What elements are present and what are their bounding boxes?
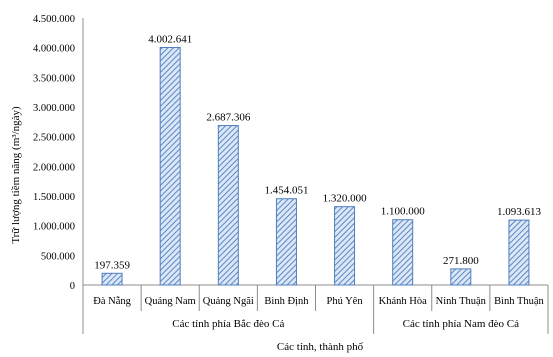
y-tick-label: 500.000 [41,251,75,262]
y-tick-label: 3.000.000 [33,103,75,114]
group-label: Các tỉnh phía Bắc đèo Cả [172,318,284,330]
category-label: Bình Thuận [494,296,544,307]
data-label: 4.002.641 [148,34,192,46]
y-tick-label: 1.500.000 [33,192,75,203]
bar [334,206,356,286]
data-label: 1.320.000 [323,193,368,205]
category-label: Bình Định [264,296,309,307]
bar [508,219,530,286]
x-axis-title: Các tỉnh, thành phố [277,341,364,353]
y-tick-label: 0 [70,281,75,292]
data-label: 271.800 [443,255,479,267]
bar [159,47,181,286]
y-tick-label: 1.000.000 [33,222,75,233]
bar [392,219,414,286]
group-label: Các tỉnh phía Nam đèo Cả [403,318,520,330]
data-label: 2.687.306 [206,112,251,124]
y-tick-label: 2.000.000 [33,162,75,173]
y-tick-label: 4.500.000 [33,14,75,25]
data-label: 1.100.000 [381,206,426,218]
category-label: Quảng Ngãi [203,296,254,307]
data-label: 197.359 [94,259,130,271]
category-label: Phú Yên [327,296,364,307]
bar [450,268,472,286]
bar [275,198,297,286]
data-label: 1.454.051 [264,185,308,197]
y-axis-title-text: Trữ lượng tiềm năng (m³/ngày) [10,106,22,244]
bar [101,272,123,286]
category-label: Đà Nẵng [93,296,131,307]
y-tick-label: 3.500.000 [33,73,75,84]
category-label: Khánh Hòa [379,296,427,307]
y-tick-label: 4.000.000 [33,44,75,55]
category-label: Quảng Nam [145,296,196,307]
data-label: 1.093.613 [497,206,542,218]
category-label: Ninh Thuận [436,296,487,307]
bar [217,125,239,286]
y-tick-label: 2.500.000 [33,133,75,144]
y-axis-title: Trữ lượng tiềm năng (m³/ngày) [10,106,22,244]
